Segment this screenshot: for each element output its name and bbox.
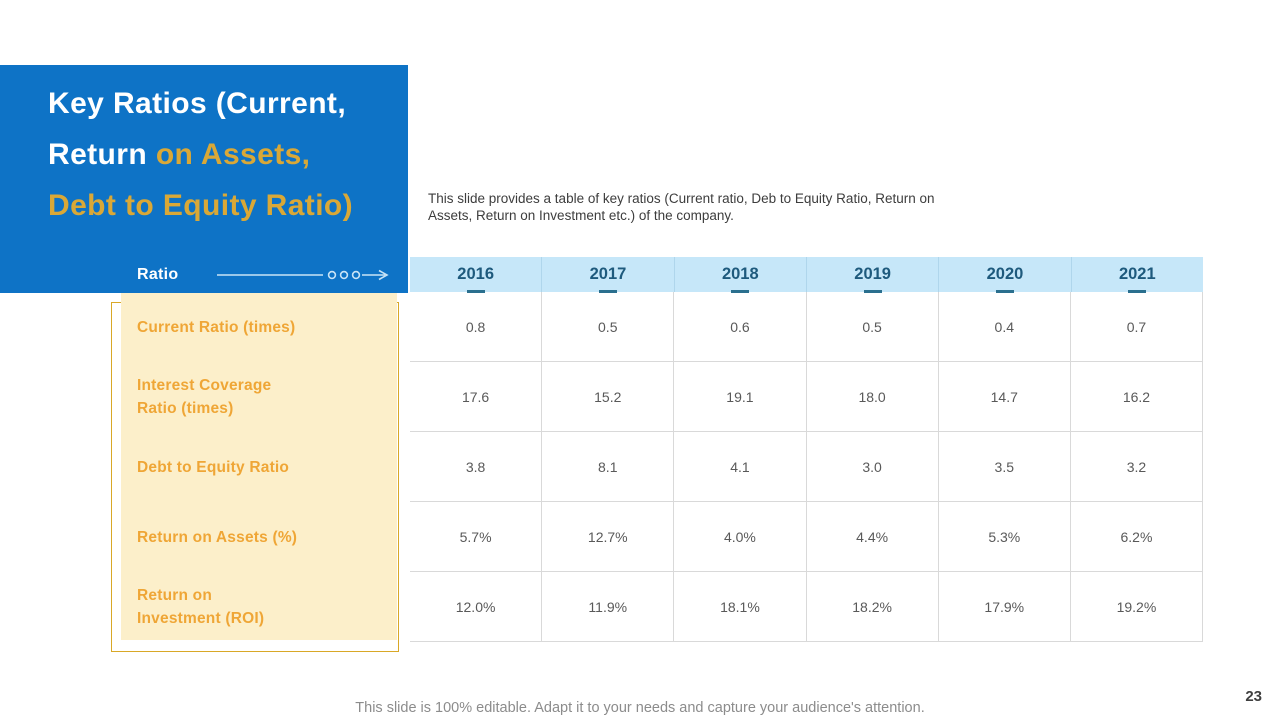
value-cell: 5.3% xyxy=(939,502,1071,571)
title-line: Return on Assets, xyxy=(48,129,353,180)
value-cell: 3.2 xyxy=(1126,458,1147,475)
value-cell: 6.2% xyxy=(1120,528,1153,545)
year-label: 2018 xyxy=(721,265,759,283)
ratio-row-label: Interest Coverage Ratio (times) xyxy=(137,362,382,432)
value-cell: 4.1 xyxy=(674,432,807,501)
year-header-cell: 2020 xyxy=(939,257,1072,293)
year-label: 2020 xyxy=(986,265,1024,283)
value-cell: 18.1% xyxy=(674,572,807,641)
ratio-corner: Ratio xyxy=(137,264,389,286)
value-cell: 4.4% xyxy=(807,502,939,571)
year-label: 2017 xyxy=(589,265,627,283)
value-cell: 0.7 xyxy=(1126,318,1147,335)
value-cell: 3.5 xyxy=(939,432,1071,501)
title-segment: Return xyxy=(48,138,156,171)
year-label: 2021 xyxy=(1118,265,1156,283)
value-cell: 18.0 xyxy=(807,362,939,431)
value-cell: 19.1 xyxy=(674,362,807,431)
footer-note: This slide is 100% editable. Adapt it to… xyxy=(355,700,925,716)
table-row: 3.8 8.1 4.1 3.0 3.5 3.2 xyxy=(410,432,1202,502)
table-body: 0.8 0.5 0.6 0.5 0.4 0.7 17.6 15.2 19.1 18.0 14.7 16… xyxy=(410,292,1203,642)
value-cell: 12.7% xyxy=(542,502,675,571)
ratio-row-label-line: Return on Assets (%) xyxy=(137,528,298,546)
value-cell: 0.8 xyxy=(410,292,543,361)
arrow-right-icon xyxy=(216,269,389,281)
value-cell: 17.9% xyxy=(939,572,1071,641)
value-cell: 8.1 xyxy=(542,432,675,501)
value-cell: 0.5 xyxy=(542,292,675,361)
value-cell: 19.2% xyxy=(1116,598,1157,615)
value-cell: 14.7 xyxy=(939,362,1071,431)
year-underline xyxy=(598,290,617,293)
value-cell: 0.4 xyxy=(939,292,1071,361)
value-cell: 4.0% xyxy=(674,502,807,571)
year-header-cell: 2017 xyxy=(542,257,675,293)
table-row: 17.6 15.2 19.1 18.0 14.7 16.2 xyxy=(410,362,1202,432)
value-cell: 0.6 xyxy=(674,292,807,361)
ratio-row-label: Return on Assets (%) xyxy=(137,502,382,572)
ratios-table: 2016 2017 2018 2019 2020 2021 0.8 0.5 0.6 0.5 0.4… xyxy=(410,257,1203,642)
title-segment: Debt to Equity Ratio) xyxy=(48,189,354,222)
year-header-cell: 2021 xyxy=(1072,257,1203,293)
ratio-row-label-line: Return on xyxy=(137,587,212,604)
value-cell: 18.2% xyxy=(807,572,939,641)
value-cell: 15.2 xyxy=(542,362,675,431)
year-underline xyxy=(863,290,882,293)
row-labels: Current Ratio (times) Interest Coverage Ra… xyxy=(137,292,382,642)
ratio-row-label-line: Debt to Equity Ratio xyxy=(137,458,290,476)
title-segment: on Assets, xyxy=(155,138,311,171)
value-cell: 17.6 xyxy=(410,362,543,431)
ratio-row-label-line: Interest Coverage xyxy=(137,377,272,394)
ratio-row-label-line: Ratio (times) xyxy=(137,400,234,417)
page-number: 23 xyxy=(1245,688,1262,705)
year-header-cell: 2019 xyxy=(807,257,940,293)
label-panel xyxy=(121,293,397,640)
year-header-cell: 2018 xyxy=(675,257,807,293)
value-cell: 0.5 xyxy=(807,292,939,361)
table-row: 0.8 0.5 0.6 0.5 0.4 0.7 xyxy=(410,292,1202,362)
title-segment: Key Ratios (Current, xyxy=(48,87,347,120)
year-label: 2016 xyxy=(457,265,495,283)
year-underline xyxy=(731,290,750,293)
ratio-row-label: Debt to Equity Ratio xyxy=(137,432,382,502)
ratio-row-label: Current Ratio (times) xyxy=(137,292,382,362)
value-cell: 3.0 xyxy=(807,432,939,501)
value-cell: 11.9% xyxy=(542,572,675,641)
year-underline xyxy=(466,290,485,293)
table-row: 5.7% 12.7% 4.0% 4.4% 5.3% 6.2% xyxy=(410,502,1202,572)
ratio-corner-label: Ratio xyxy=(137,266,179,283)
slide-description: This slide provides a table of key ratio… xyxy=(428,191,935,223)
value-cell: 16.2 xyxy=(1122,388,1151,405)
title-line: Key Ratios (Current, xyxy=(48,78,353,129)
ratio-row-label-line: Investment (ROI) xyxy=(137,610,265,627)
year-header-cell: 2016 xyxy=(410,257,543,293)
ratio-row-label-line: Current Ratio (times) xyxy=(137,318,296,336)
value-cell: 5.7% xyxy=(410,502,543,571)
title-block: Key Ratios (Current, Return on Assets, Deb… xyxy=(0,65,408,293)
table-row: 12.0% 11.9% 18.1% 18.2% 17.9% 19.2% xyxy=(410,572,1202,642)
year-label: 2019 xyxy=(854,265,891,283)
year-underline xyxy=(995,290,1014,293)
slide-title: Key Ratios (Current, Return on Assets, Deb… xyxy=(48,78,353,231)
title-line: Debt to Equity Ratio) xyxy=(48,180,353,231)
value-cell: 3.8 xyxy=(410,432,543,501)
table-header-row: 2016 2017 2018 2019 2020 2021 xyxy=(410,257,1203,293)
ratio-row-label: Return on Investment (ROI) xyxy=(137,572,382,642)
year-underline xyxy=(1128,290,1147,293)
value-cell: 12.0% xyxy=(410,572,543,641)
